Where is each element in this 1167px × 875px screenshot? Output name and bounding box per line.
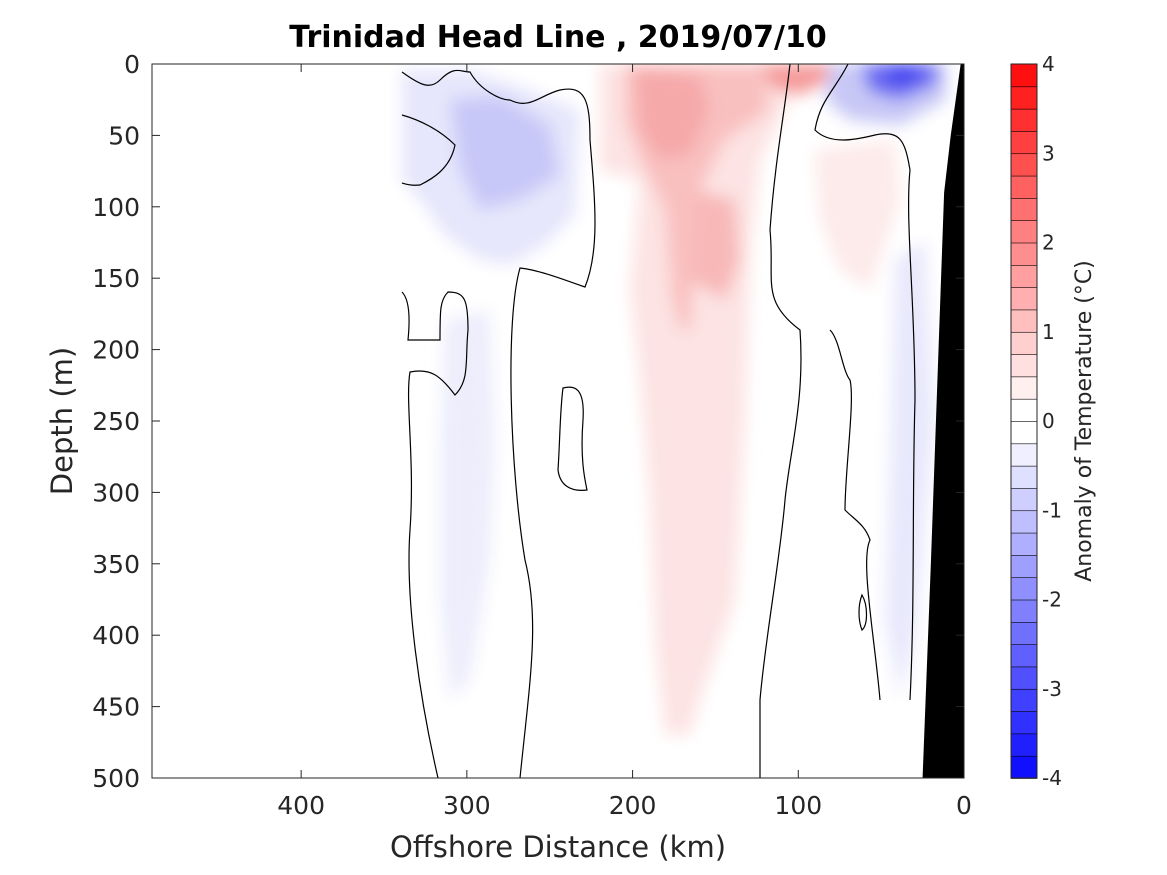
colorbar-segment	[1010, 331, 1038, 355]
x-axis: 400 300 200 100 0	[277, 64, 972, 820]
colorbar-segment	[1010, 86, 1038, 110]
zero-contour-offshore-eddy	[401, 114, 456, 186]
colorbar-tick-label: 1	[1042, 320, 1055, 344]
colorbar-segment	[1010, 621, 1038, 645]
colorbar-frame	[1010, 63, 1038, 779]
y-tick-label: 200	[92, 336, 140, 365]
x-axis-label: Offshore Distance (km)	[390, 830, 726, 864]
colorbar-segment	[1010, 532, 1038, 556]
colorbar-segment	[1010, 309, 1038, 333]
colorbar-segment	[1010, 688, 1038, 712]
zero-contour-central	[759, 64, 802, 778]
y-tick-label: 400	[92, 621, 140, 650]
warm-tongue-outer	[600, 64, 790, 735]
zero-contour-left-inner	[401, 291, 469, 778]
offshore-cold-core	[450, 95, 560, 210]
colorbar-tick-label: 0	[1042, 409, 1055, 433]
y-tick-label: 500	[92, 764, 140, 793]
deep-cold-nearshore	[885, 240, 935, 700]
colorbar-tick-label: 3	[1042, 141, 1055, 165]
x-tick-label: 0	[956, 791, 972, 820]
y-tick-label: 100	[92, 193, 140, 222]
y-axis-label: Depth (m)	[45, 347, 79, 495]
y-tick-label: 350	[92, 550, 140, 579]
colorbar-segment	[1010, 398, 1038, 422]
colorbar-segment	[1010, 509, 1038, 534]
bottom-topography	[922, 64, 964, 778]
colorbar-segment	[1010, 465, 1038, 489]
colorbar-segment	[1010, 63, 1038, 88]
colorbar: -4 -3 -2 -1 0 1 2 3 4	[1010, 52, 1062, 790]
y-tick-label: 50	[108, 121, 140, 150]
warm-core-upper	[635, 70, 710, 160]
colorbar-segment	[1010, 197, 1038, 221]
zero-contour-small-loop	[858, 593, 868, 631]
zero-contour-inshore	[814, 64, 916, 701]
colorbar-segment	[1010, 420, 1038, 445]
anomaly-patches	[402, 64, 946, 735]
zero-contour-inshore-inner	[829, 329, 881, 701]
colorbar-segment	[1010, 219, 1038, 244]
x-tick-label: 300	[443, 791, 491, 820]
nearshore-warm	[815, 140, 900, 290]
zero-contour-offshore-left	[401, 69, 596, 778]
deep-cold-offshore	[440, 310, 495, 700]
y-tick-label: 0	[124, 50, 140, 79]
colorbar-segment	[1010, 108, 1038, 132]
colorbar-segment	[1010, 286, 1038, 311]
colorbar-tick-label: 2	[1042, 231, 1055, 255]
y-tick-label: 150	[92, 264, 140, 293]
surface-cold-pool-peak	[880, 64, 925, 84]
colorbar-tick-label: -4	[1042, 766, 1062, 790]
x-tick-label: 200	[609, 791, 657, 820]
colorbar-segment	[1010, 376, 1038, 400]
chart-title: Trinidad Head Line , 2019/07/10	[289, 20, 826, 55]
colorbar-tick-label: -3	[1042, 677, 1062, 701]
y-tick-label: 250	[92, 407, 140, 436]
x-tick-label: 400	[277, 791, 325, 820]
y-axis: 0 50 100 150 200 250 300 350 400 450 500	[92, 50, 964, 793]
colorbar-segment	[1010, 152, 1038, 177]
colorbar-segment	[1010, 576, 1038, 601]
colorbar-segment	[1010, 599, 1038, 623]
colorbar-segment	[1010, 353, 1038, 378]
colorbar-segment	[1010, 264, 1038, 288]
colorbar-segment	[1010, 710, 1038, 735]
zero-contours	[401, 64, 916, 778]
plot-area	[151, 63, 965, 779]
colorbar-segment	[1010, 242, 1038, 266]
colorbar-segment	[1010, 130, 1038, 155]
warm-core-surface	[760, 64, 840, 95]
colorbar-segment	[1010, 175, 1038, 199]
zero-contour-middle-loop	[557, 386, 588, 491]
colorbar-segment	[1010, 643, 1038, 668]
colorbar-segment	[1010, 666, 1038, 690]
colorbar-tick-label: -1	[1042, 498, 1062, 522]
colorbar-label: Anomaly of Temperature (°C)	[1072, 260, 1097, 582]
colorbar-tick-label: -2	[1042, 588, 1062, 612]
y-tick-label: 450	[92, 693, 140, 722]
warm-core-deep	[690, 190, 740, 300]
colorbar-segment	[1010, 443, 1038, 467]
colorbar-segment	[1010, 755, 1038, 779]
x-tick-label: 100	[774, 791, 822, 820]
colorbar-segment	[1010, 554, 1038, 578]
colorbar-segment	[1010, 487, 1038, 512]
anomaly-field	[402, 64, 946, 735]
colorbar-tick-label: 4	[1042, 52, 1055, 76]
colorbar-segment	[1010, 733, 1038, 757]
y-tick-label: 300	[92, 478, 140, 507]
